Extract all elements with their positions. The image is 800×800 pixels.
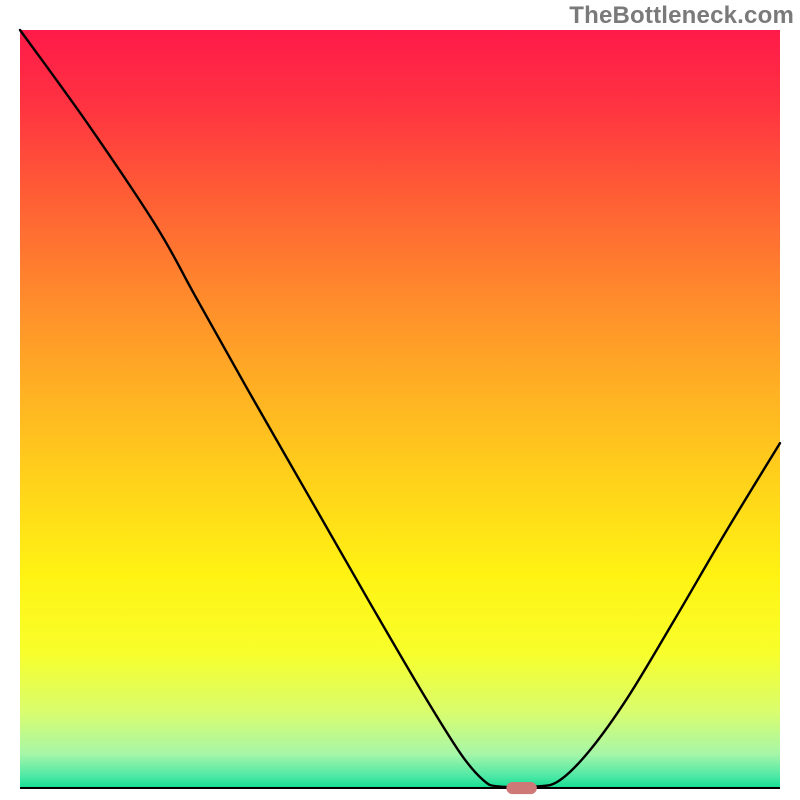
gradient-background — [20, 30, 780, 788]
bottleneck-curve-chart — [0, 0, 800, 800]
watermark-text: TheBottleneck.com — [569, 2, 794, 30]
chart-container: TheBottleneck.com — [0, 0, 800, 800]
optimal-point-marker — [506, 782, 536, 794]
